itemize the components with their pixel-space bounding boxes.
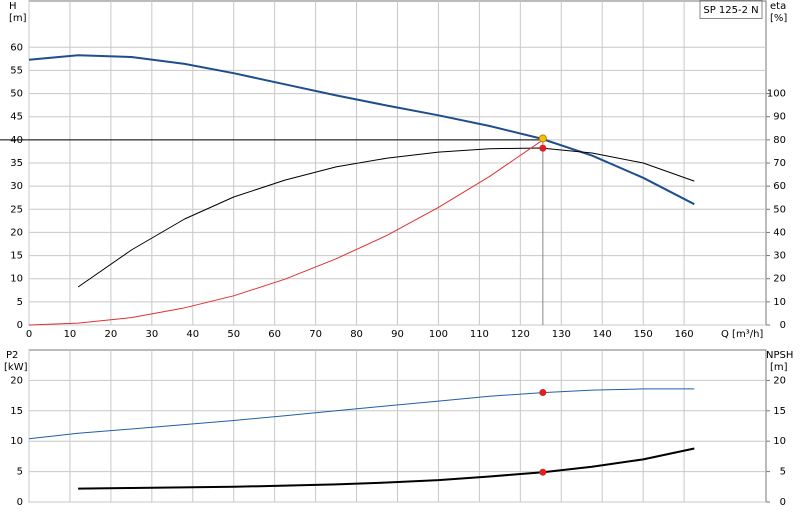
y2-tick-label: 0 [780,497,786,508]
y-tick-label: 55 [10,65,23,76]
y-tick-label: 15 [10,251,23,262]
y2-tick-label: 70 [773,158,786,169]
y-tick-label: 45 [10,112,23,123]
x-tick-label: 0 [26,329,32,340]
operating-point [538,134,547,143]
y2-tick-label: 10 [773,436,786,447]
y2-label: NPSH [766,350,793,361]
x-tick-label: 140 [593,329,612,340]
y2-tick-label: 30 [773,251,786,262]
y-tick-label: 10 [10,436,23,447]
x-tick-label: 50 [227,329,240,340]
operating-point [539,468,547,476]
y2-unit: [m] [770,362,788,373]
y2-tick-label: 100 [767,89,786,100]
y-tick-label: 35 [10,158,23,169]
operating-point [539,144,547,152]
y-unit: [m] [9,13,27,24]
x-tick-label: 70 [309,329,322,340]
y-tick-label: 5 [17,467,23,478]
y2-tick-label: 0 [780,320,786,331]
y2-tick-label: 40 [773,227,786,238]
x-tick-label: 110 [470,329,489,340]
y2-tick-label: 90 [773,112,786,123]
y-tick-label: 25 [10,204,23,215]
x-tick-label: 150 [634,329,653,340]
y-tick-label: 30 [10,181,23,192]
y2-tick-label: 5 [780,467,786,478]
y-tick-label: 0 [17,497,23,508]
y-tick-label: 60 [10,42,23,53]
y-label: P2 [6,350,18,361]
x-tick-label: 30 [145,329,158,340]
y2-tick-label: 50 [773,204,786,215]
x-tick-label: 100 [429,329,448,340]
y-label: H [9,1,17,12]
y2-unit: [%] [770,13,787,24]
x-label: Q [m³/h] [721,329,763,340]
x-tick-label: 10 [64,329,77,340]
y2-tick-label: 20 [773,274,786,285]
y2-tick-label: 20 [773,375,786,386]
series-line [28,388,695,440]
y-tick-label: 5 [17,297,23,308]
y-tick-label: 50 [10,89,23,100]
y-tick-label: 0 [17,320,23,331]
x-tick-label: 40 [186,329,199,340]
series-line [78,447,695,490]
operating-point [539,389,547,397]
y-unit: [kW] [4,362,28,373]
y2-tick-label: 80 [773,135,786,146]
x-tick-label: 60 [268,329,281,340]
chart-title: SP 125-2 N [703,5,758,16]
y2-tick-label: 15 [773,406,786,417]
x-tick-label: 90 [391,329,404,340]
y2-tick-label: 60 [773,181,786,192]
y2-tick-label: 10 [773,297,786,308]
x-tick-label: 20 [105,329,118,340]
x-tick-label: 160 [675,329,694,340]
series-line [28,139,544,326]
y-tick-label: 10 [10,274,23,285]
y-tick-label: 20 [10,227,23,238]
x-tick-label: 120 [511,329,530,340]
x-tick-label: 80 [350,329,363,340]
y-tick-label: 15 [10,406,23,417]
x-tick-label: 130 [552,329,571,340]
series-line [77,147,695,288]
y-tick-label: 20 [10,375,23,386]
y2-label: eta [770,1,786,12]
series-line [28,54,695,206]
